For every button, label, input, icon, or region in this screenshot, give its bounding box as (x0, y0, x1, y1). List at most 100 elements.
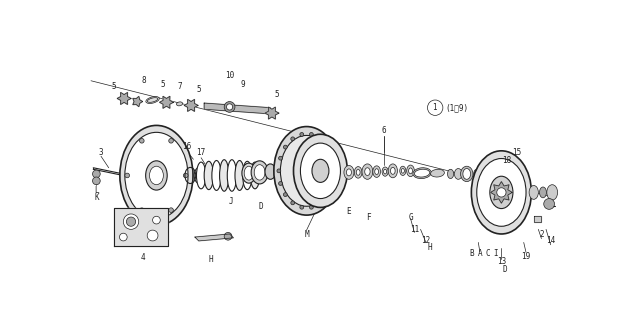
Ellipse shape (212, 161, 221, 190)
Text: 1: 1 (432, 103, 437, 112)
Text: 7: 7 (177, 83, 182, 92)
Ellipse shape (472, 151, 531, 234)
Circle shape (291, 201, 295, 205)
Ellipse shape (196, 162, 206, 189)
Ellipse shape (568, 186, 577, 199)
Polygon shape (195, 234, 234, 241)
Ellipse shape (312, 159, 329, 182)
Circle shape (331, 181, 335, 185)
Text: F: F (366, 212, 371, 221)
Text: G: G (408, 212, 413, 221)
Text: L: L (94, 186, 98, 195)
Ellipse shape (364, 168, 370, 175)
Text: A: A (477, 250, 482, 259)
Ellipse shape (473, 169, 480, 179)
Circle shape (333, 169, 336, 173)
Ellipse shape (460, 166, 473, 182)
Text: E: E (346, 207, 351, 216)
Circle shape (227, 104, 232, 110)
Text: 5: 5 (160, 80, 165, 89)
Circle shape (318, 137, 322, 141)
Ellipse shape (146, 161, 167, 190)
Circle shape (183, 173, 188, 178)
Polygon shape (490, 182, 512, 203)
Circle shape (326, 145, 330, 149)
Ellipse shape (400, 166, 406, 175)
Ellipse shape (146, 97, 159, 103)
Ellipse shape (477, 158, 526, 226)
Circle shape (310, 205, 313, 209)
Circle shape (278, 181, 282, 185)
Text: D: D (258, 202, 263, 211)
Ellipse shape (354, 167, 362, 178)
Ellipse shape (374, 169, 379, 174)
Text: M: M (304, 230, 309, 239)
Ellipse shape (529, 186, 538, 199)
Ellipse shape (391, 167, 395, 174)
Circle shape (120, 233, 127, 241)
Circle shape (318, 201, 322, 205)
Polygon shape (117, 92, 131, 104)
Text: 5: 5 (112, 82, 117, 91)
Ellipse shape (346, 169, 351, 176)
Circle shape (153, 216, 160, 224)
Polygon shape (204, 103, 270, 114)
Circle shape (125, 173, 130, 178)
Ellipse shape (540, 187, 546, 198)
Ellipse shape (265, 164, 276, 179)
Text: I: I (493, 250, 498, 259)
Circle shape (278, 156, 282, 160)
Circle shape (301, 165, 312, 176)
Ellipse shape (480, 169, 486, 179)
Circle shape (283, 145, 287, 149)
Ellipse shape (251, 161, 268, 184)
Circle shape (300, 132, 303, 136)
Text: 3: 3 (98, 148, 103, 157)
Ellipse shape (447, 169, 454, 179)
Ellipse shape (280, 135, 333, 206)
Ellipse shape (250, 162, 260, 189)
Ellipse shape (344, 165, 354, 179)
Ellipse shape (388, 164, 397, 178)
Text: B: B (470, 250, 475, 259)
Ellipse shape (219, 160, 229, 191)
Ellipse shape (244, 166, 254, 180)
Ellipse shape (414, 169, 430, 177)
Circle shape (93, 170, 100, 178)
Ellipse shape (300, 162, 313, 179)
Ellipse shape (547, 185, 558, 200)
Ellipse shape (204, 161, 214, 190)
Ellipse shape (463, 169, 470, 179)
Text: K: K (94, 193, 98, 202)
Ellipse shape (293, 134, 348, 207)
Ellipse shape (243, 161, 252, 190)
Text: 9: 9 (240, 80, 245, 89)
Circle shape (300, 205, 303, 209)
Text: D: D (502, 265, 506, 274)
Circle shape (169, 208, 173, 212)
Circle shape (126, 217, 136, 226)
Ellipse shape (490, 176, 513, 209)
Circle shape (291, 137, 295, 141)
Text: 6: 6 (381, 126, 386, 135)
Ellipse shape (274, 127, 340, 215)
Ellipse shape (430, 169, 444, 177)
Ellipse shape (413, 168, 431, 179)
Ellipse shape (254, 165, 265, 180)
Text: 8: 8 (141, 76, 146, 85)
Circle shape (140, 208, 144, 212)
Polygon shape (265, 107, 279, 119)
Text: 12: 12 (421, 236, 430, 244)
Text: 11: 11 (410, 225, 419, 234)
Polygon shape (133, 96, 143, 107)
Circle shape (277, 169, 281, 173)
Circle shape (93, 177, 100, 185)
Circle shape (147, 230, 158, 241)
Ellipse shape (384, 169, 387, 174)
Circle shape (331, 156, 335, 160)
Text: 10: 10 (225, 71, 234, 80)
Text: 4: 4 (140, 253, 145, 262)
Polygon shape (184, 100, 198, 111)
Circle shape (224, 101, 235, 112)
Ellipse shape (242, 163, 256, 183)
